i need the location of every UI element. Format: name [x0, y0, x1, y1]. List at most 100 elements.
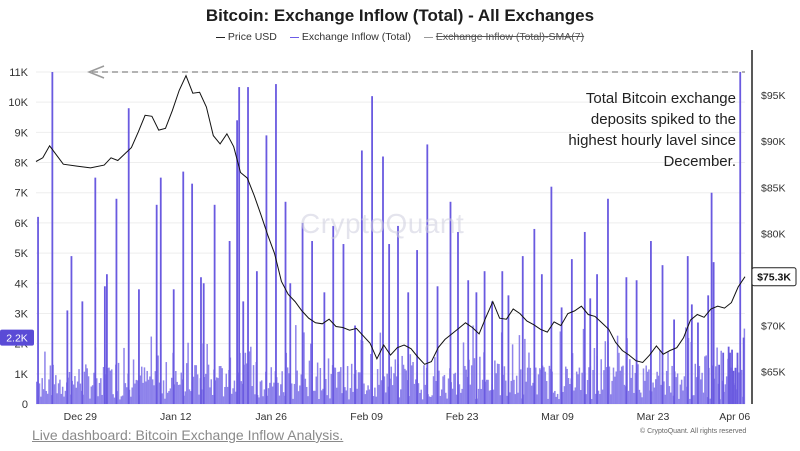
inflow-bar-base	[601, 389, 604, 404]
inflow-bar-base	[701, 372, 703, 404]
inflow-bar-base	[135, 379, 138, 404]
inflow-bar-base	[143, 367, 146, 404]
inflow-spike	[388, 244, 391, 404]
inflow-bar-base	[600, 359, 602, 404]
y-left-tick-8K: 8K	[15, 158, 29, 170]
inflow-bar-base	[612, 367, 615, 404]
y-left-tick-9K: 9K	[15, 127, 29, 139]
inflow-bar-base	[335, 387, 338, 404]
inflow-spike	[202, 283, 205, 404]
inflow-bar-base	[90, 386, 93, 404]
legend-item-inflow[interactable]: Exchange Inflow (Total)	[289, 31, 411, 43]
y-left-tick-5K: 5K	[15, 248, 29, 260]
inflow-bar-base	[198, 394, 200, 404]
legend-item-sma[interactable]: Exchange Inflow (Total)-SMA(7)	[423, 31, 584, 43]
inflow-bar-base	[244, 352, 247, 404]
inflow-bar-base	[91, 385, 94, 404]
inflow-bar-base	[195, 365, 198, 404]
x-tick-apr-06: Apr 06	[719, 411, 750, 423]
inflow-bar-base	[110, 369, 113, 404]
inflow-bar-base	[55, 375, 57, 404]
inflow-bar-base	[176, 381, 178, 404]
inflow-bar-base	[211, 394, 214, 404]
inflow-bar-base	[465, 369, 467, 404]
inflow-bar-base	[593, 347, 596, 404]
inflow-bar-base	[580, 390, 582, 404]
inflow-bar-base	[622, 365, 624, 404]
footer-link[interactable]: Live dashboard: Bitcoin Exchange Inflow …	[32, 427, 344, 443]
inflow-bar-base	[320, 390, 323, 404]
inflow-bar-base	[725, 376, 728, 404]
inflow-bar-base	[345, 390, 348, 404]
inflow-bar-base	[616, 335, 619, 404]
inflow-bar-base	[233, 380, 236, 404]
inflow-bar-base	[132, 359, 135, 404]
y-right-tick-90K: $90K	[761, 136, 786, 148]
inflow-bar-base	[170, 377, 173, 404]
inflow-bar-base	[610, 394, 612, 404]
inflow-spike	[707, 295, 710, 404]
inflow-bar-base	[421, 399, 424, 404]
inflow-spike	[155, 204, 158, 404]
inflow-bar-base	[224, 386, 226, 404]
inflow-spike	[238, 87, 241, 404]
inflow-bar-base	[528, 352, 530, 404]
inflow-bar-base	[419, 392, 421, 404]
inflow-spike	[191, 183, 194, 404]
inflow-bar-base	[120, 396, 123, 404]
inflow-bar-base	[142, 382, 144, 404]
inflow-bar-base	[41, 378, 43, 404]
inflow-bar-base	[226, 386, 229, 404]
inflow-bar-base	[207, 364, 210, 404]
inflow-bar-base	[240, 381, 243, 404]
inflow-bar-base	[664, 394, 667, 404]
inflow-bar-base	[505, 380, 507, 404]
inflow-bar-base	[536, 394, 538, 404]
inflow-bar-base	[485, 379, 488, 404]
inflow-bar-base	[595, 393, 597, 404]
inflow-spike	[742, 337, 745, 404]
inflow-bar-base	[258, 397, 260, 404]
inflow-bar-base	[310, 343, 312, 404]
inflow-bar-base	[325, 378, 327, 404]
inflow-bar-base	[395, 376, 398, 404]
inflow-bar-base	[517, 392, 519, 404]
inflow-bar-base	[499, 395, 502, 404]
inflow-bar-base	[368, 389, 371, 404]
inflow-bar-base	[469, 384, 472, 404]
legend-item-price[interactable]: Price USD	[215, 31, 277, 43]
inflow-bar-base	[305, 386, 308, 404]
y-left-tick-7K: 7K	[15, 188, 29, 200]
inflow-bar-base	[225, 373, 228, 404]
inflow-bar-base	[398, 397, 401, 404]
inflow-spike	[491, 301, 493, 404]
inflow-bar-base	[36, 381, 38, 404]
inflow-spike	[94, 177, 97, 404]
inflow-spike	[736, 352, 739, 404]
inflow-bar-base	[565, 366, 567, 404]
inflow-bar-base	[526, 367, 529, 404]
inflow-bar-base	[312, 390, 315, 404]
inflow-bar-base	[348, 399, 350, 404]
copyright-text: © CryptoQuant. All rights reserved	[640, 428, 747, 435]
inflow-bar-base	[42, 389, 45, 404]
price-series	[35, 74, 746, 365]
chart-title: Bitcoin: Exchange Inflow (Total) - All E…	[205, 6, 595, 25]
inflow-bar-base	[53, 384, 56, 404]
inflow-bar-base	[97, 396, 99, 404]
chart-annotation: Total Bitcoin exchange deposits spiked t…	[568, 90, 736, 170]
inflow-bar-base	[455, 394, 458, 404]
inflow-bar-base	[510, 380, 512, 404]
watermark: CryptoQuant	[300, 208, 465, 239]
inflow-bar-base	[38, 383, 41, 404]
inflow-bar-base	[608, 366, 611, 404]
inflow-bar-base	[356, 388, 358, 404]
inflow-bar-base	[693, 395, 695, 404]
inflow-spike	[731, 349, 733, 404]
inflow-bar-base	[166, 392, 169, 404]
inflow-spike	[686, 256, 689, 404]
y-left-tick-1K: 1K	[15, 369, 29, 381]
inflow-bar-base	[435, 381, 437, 404]
inflow-spike	[734, 367, 737, 404]
inflow-bar-base	[365, 390, 368, 404]
